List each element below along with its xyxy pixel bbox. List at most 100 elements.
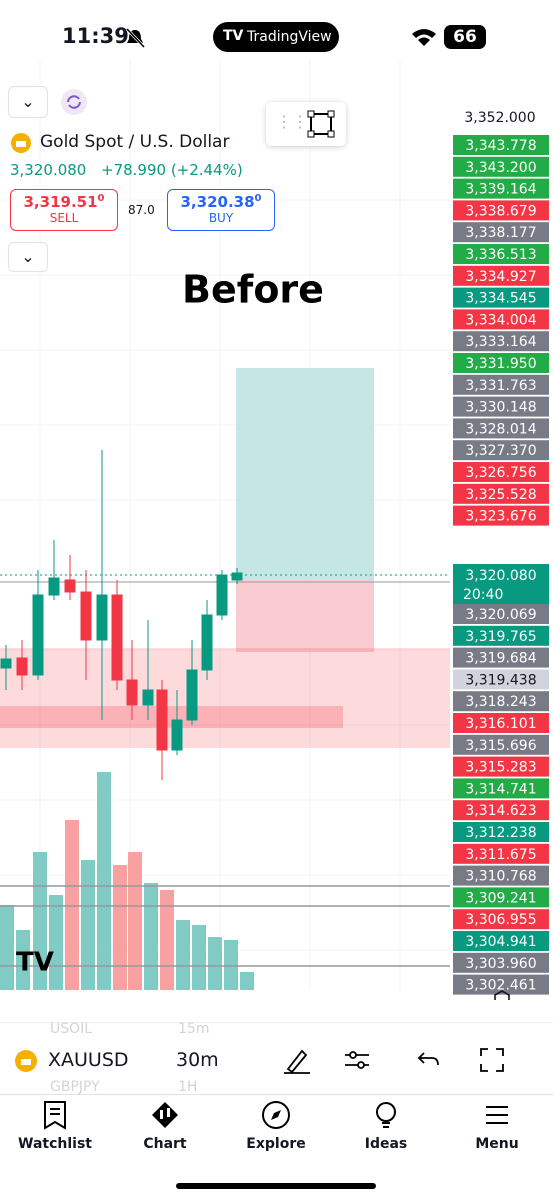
price-label-bg [453,669,549,690]
time: 11:39 [62,24,129,48]
price-label: 3,302.461 [465,978,536,994]
countdown: 20:40 [463,587,503,603]
price-label-bg [453,222,549,243]
collapse-button[interactable]: ⌄ [8,86,48,118]
price-label-bg [453,156,549,177]
price-label-bg [453,843,549,864]
price-label: 3,334.927 [465,269,536,285]
price-label-bg [453,418,549,439]
symbol-name: Gold Spot / U.S. Dollar [40,132,230,152]
price-label-bg [453,178,549,199]
profit-zone [236,368,374,580]
price-label: 3,339.164 [465,182,536,198]
price-label: 3,343.200 [465,160,536,176]
watchlist-icon [44,1101,66,1130]
price-label-bg [453,931,549,951]
menu-icon [486,1106,508,1124]
sell-button[interactable]: 3,319.510 SELL [10,189,118,231]
price-label-bg [453,135,549,155]
price-label: 3,312.238 [465,825,536,841]
price-label: 3,331.950 [465,356,536,372]
price-label-bg [453,440,549,461]
price-label-bg [453,353,549,373]
buy-fraction: 0 [254,193,262,204]
price-change: +78.990 (+2.44%) [101,161,243,179]
drag-handle: ⋮⋮ [276,112,308,131]
price-label: 3,325.528 [465,487,536,503]
sync-icon[interactable] [60,88,88,116]
price-label-bg [453,691,549,712]
current-price: 3,320.080 [465,568,536,584]
fullscreen[interactable] [478,1046,506,1074]
price-label: 3,333.164 [465,334,536,350]
price-label-bg [453,778,549,799]
tab-label: Ideas [364,1136,408,1152]
indicators[interactable] [342,1045,372,1075]
price-label-bg [453,244,549,264]
price-label: 3,352.000 [464,110,535,126]
tab[interactable]: Ideas [341,1100,431,1152]
buy-button[interactable]: 3,320.380 BUY [167,189,275,231]
symbol[interactable]: XAUUSD [48,1049,129,1071]
battery: 66 [444,25,486,49]
drawing-toolbar[interactable]: ⋮⋮ [266,102,346,146]
price-label: 3,319.438 [465,672,536,688]
price-label: 3,315.283 [465,760,536,776]
price-label: 3,319.765 [465,629,536,645]
tab[interactable]: Menu [452,1100,542,1152]
ghost-interval: 1H [178,1079,198,1095]
tab-label: Explore [246,1136,306,1152]
ghost-interval: 15m [178,1021,210,1037]
wifi-icon [412,29,436,46]
tab-bar [0,1094,553,1201]
price-label-bg [453,909,549,930]
rect-tool[interactable] [306,109,336,139]
price-label-bg [453,287,549,308]
buy-price: 3,320.38 [180,193,255,211]
sell-label: SELL [49,211,79,225]
zone-band-inner [0,706,343,728]
app-pill: TV TradingView [213,22,339,52]
tab[interactable]: Explore [231,1100,321,1152]
gold-icon [15,1050,37,1072]
price-label-bg [453,625,549,646]
tab[interactable]: Watchlist [10,1100,100,1152]
price-label: 3,326.756 [465,465,536,481]
home-indicator [176,1183,376,1189]
expand-button[interactable]: ⌄ [8,242,48,272]
sell-price: 3,319.51 [23,193,98,211]
loss-zone [236,580,374,652]
price-label-bg [453,756,549,777]
price-label: 3,316.101 [465,716,536,732]
chart-icon [152,1102,178,1128]
price-scale: 3,343.778 3,343.200 3,339.164 3,338.679 3,33… [453,135,549,995]
price-label-bg [453,396,549,417]
overlay-title: Before [182,268,324,312]
price-label-bg [453,713,549,733]
price-label: 3,331.763 [465,378,536,394]
price-label-bg [453,604,549,624]
price-label: 3,338.177 [465,225,536,241]
h-lines [0,885,452,967]
undo[interactable] [416,1047,442,1073]
price-label: 3,334.545 [465,291,536,307]
price-label-bg [453,865,549,886]
price-label: 3,304.941 [465,934,536,950]
tab-label: Watchlist [18,1136,92,1152]
price-label-bg [453,952,549,973]
price-label: 3,320.069 [465,607,536,623]
price-label-bg [453,483,549,504]
gold-icon [11,133,31,153]
price-label-bg [453,822,549,842]
settings-icon[interactable] [494,990,510,1000]
watermark: TV [16,948,54,978]
tab[interactable]: Chart [120,1100,210,1152]
interval[interactable]: 30m [176,1049,219,1071]
price-label: 3,327.370 [465,443,536,459]
price-label-bg [453,200,549,221]
draw-tool[interactable] [282,1045,312,1075]
price-label-bg [453,974,549,995]
price-label: 3,310.768 [465,869,536,885]
price-label: 3,318.243 [465,694,536,710]
price-label: 3,338.679 [465,203,536,219]
